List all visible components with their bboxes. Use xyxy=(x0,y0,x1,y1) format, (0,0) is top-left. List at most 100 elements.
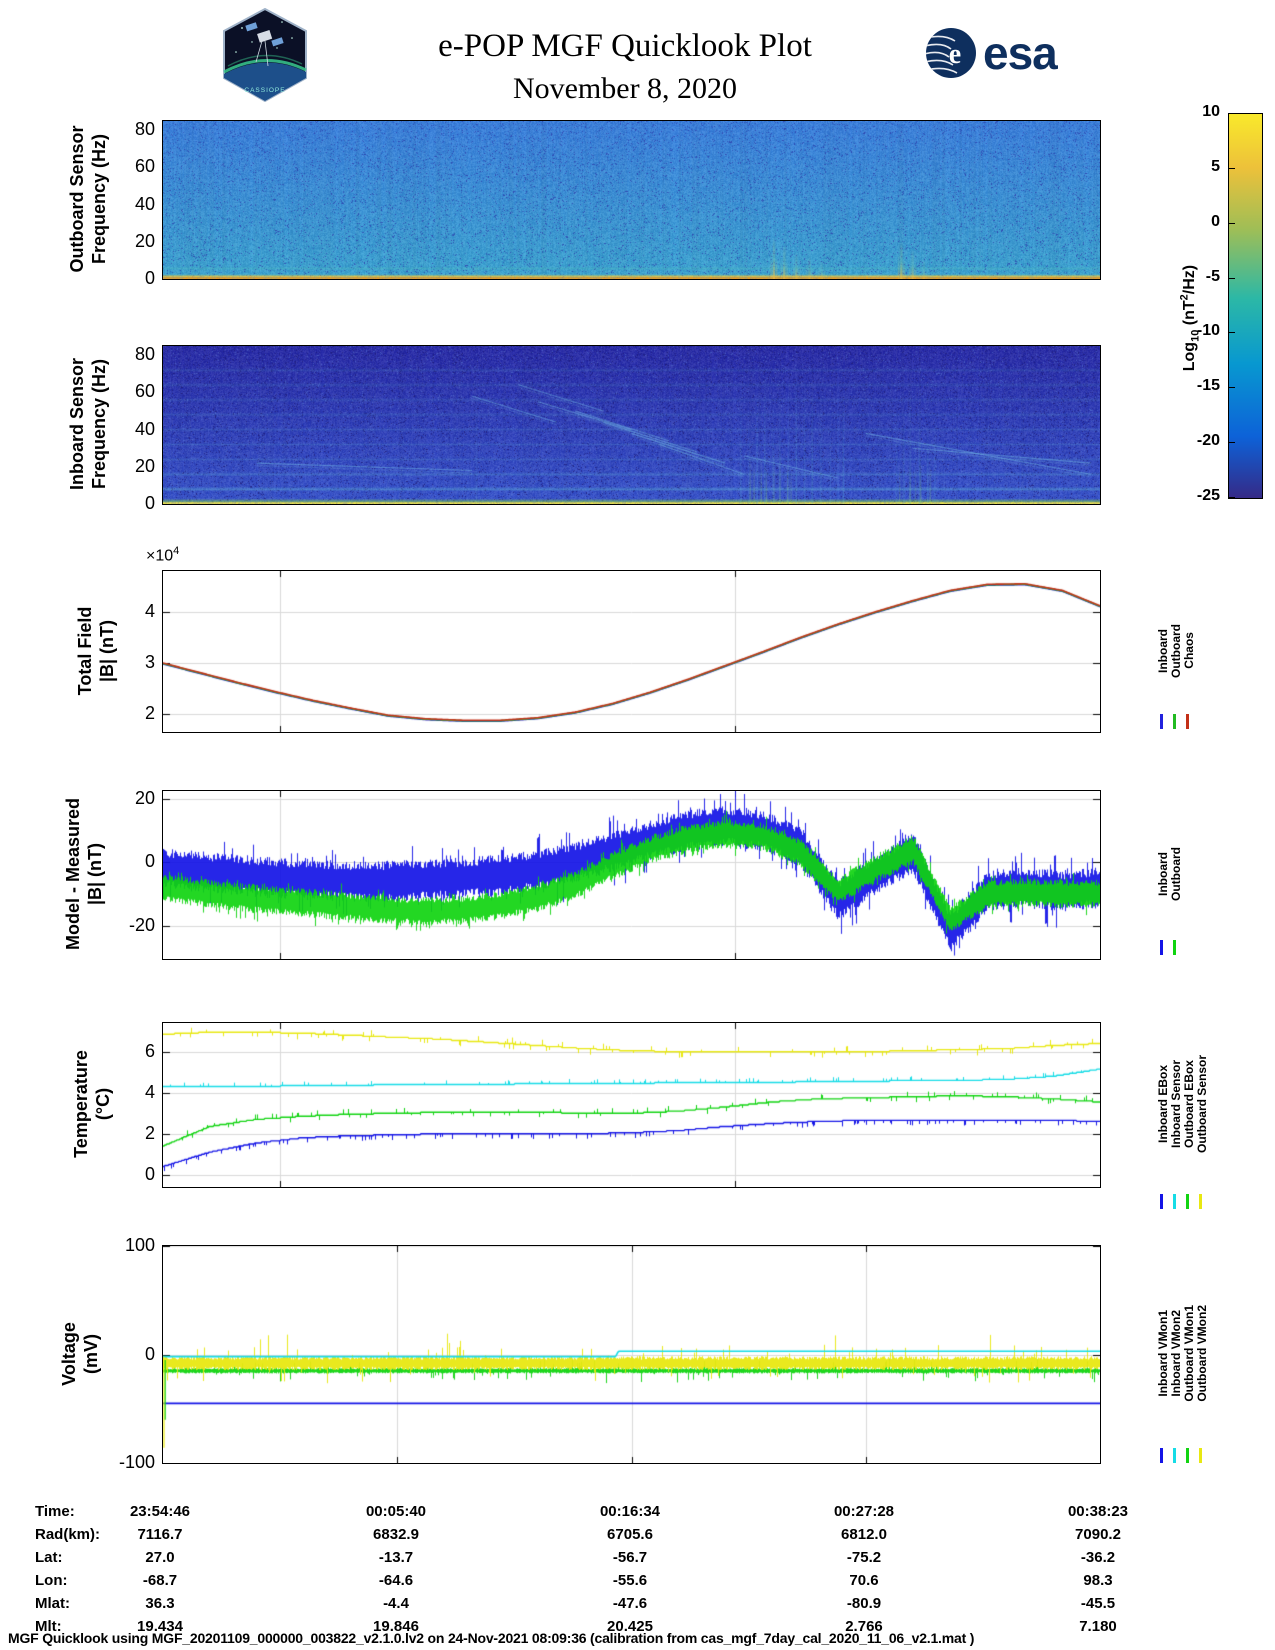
y-tick-label: 80 xyxy=(134,344,155,365)
legend-label-inboard-sensor: Inboard Sensor xyxy=(1169,1059,1183,1148)
exp-base: ×10 xyxy=(146,547,174,565)
table-cell: -55.6 xyxy=(612,1572,648,1589)
total-field-canvas xyxy=(162,570,1101,733)
table-cell: 98.3 xyxy=(1083,1572,1113,1589)
table-cell: -13.7 xyxy=(378,1549,414,1566)
table-cell: -45.5 xyxy=(1080,1595,1116,1612)
table-cell: 6705.6 xyxy=(607,1526,653,1543)
table-cell: -80.9 xyxy=(846,1595,882,1612)
table-row-time: Time: 23:54:46 00:05:40 00:16:34 00:27:28 00:… xyxy=(0,1503,1275,1525)
legend-label-outboard-ebox: Outboard EBox xyxy=(1182,1059,1196,1148)
legend-marker-tick xyxy=(1199,1194,1202,1209)
table-cell: 00:05:40 xyxy=(365,1503,427,1520)
table-cell: 19.434 xyxy=(137,1618,183,1635)
footer-provenance-text: MGF Quicklook using MGF_20201109_000000_… xyxy=(8,1630,975,1646)
colorbar-tick-label: -15 xyxy=(1196,377,1220,395)
row-label: Time: xyxy=(35,1503,75,1520)
legend-label-inboard-vmon1: Inboard VMon1 xyxy=(1156,1310,1170,1397)
table-row-lat: Lat: 27.0 -13.7 -56.7 -75.2 -36.2 xyxy=(0,1549,1275,1571)
colorbar-tick-label: 0 xyxy=(1211,212,1220,230)
y-tick-label: 4 xyxy=(144,600,155,621)
model-minus-measured-legend-markers xyxy=(1160,940,1186,955)
svg-text:e: e xyxy=(949,39,961,70)
y-tick-label: 3 xyxy=(144,652,155,672)
y-tick-label: 40 xyxy=(134,418,155,439)
temperature-canvas xyxy=(162,1022,1101,1188)
colorbar-tick-mark xyxy=(1229,277,1235,279)
y-tick-label: 80 xyxy=(134,119,155,140)
colorbar-tick-mark xyxy=(1229,222,1235,224)
legend-label-inboard: Inboard xyxy=(1156,852,1170,896)
table-cell: 7116.7 xyxy=(137,1526,183,1543)
row-label: Mlat: xyxy=(35,1595,70,1612)
legend-label-outboard-vmon2: Outboard VMon2 xyxy=(1195,1305,1209,1402)
table-cell: -64.6 xyxy=(378,1572,414,1589)
table-cell: -56.7 xyxy=(612,1549,648,1566)
y-tick-label: -20 xyxy=(128,914,155,935)
table-cell: 27.0 xyxy=(145,1549,175,1566)
y-tick-label: 6 xyxy=(144,1040,155,1061)
colorbar-gradient xyxy=(1228,113,1263,499)
cassiope-patch-graphic: CASSIOPE xyxy=(223,7,307,103)
y-tick-label: 60 xyxy=(134,381,155,402)
colorbar-tick-mark xyxy=(1229,332,1235,334)
model-minus-measured-legend: Inboard Outboard xyxy=(1156,790,1183,958)
legend-marker-tick xyxy=(1186,714,1189,729)
table-row-mlt: Mlt: 19.434 19.846 20.425 2.766 7.180 xyxy=(0,1618,1275,1640)
esa-logo: e esa xyxy=(925,27,1058,79)
y-tick-label: 0 xyxy=(144,1343,155,1364)
table-cell: 23:54:46 xyxy=(129,1503,191,1520)
total-field-legend-markers xyxy=(1160,714,1199,729)
colorbar-tick-mark xyxy=(1229,497,1235,498)
y-tick-label: 2 xyxy=(144,1122,155,1143)
colorbar-tick-label: -25 xyxy=(1196,487,1220,504)
legend-label-chaos: Chaos xyxy=(1182,632,1196,669)
row-label: Lon: xyxy=(35,1572,68,1589)
colorbar-tick-mark xyxy=(1229,387,1235,389)
legend-marker-tick xyxy=(1186,1448,1189,1463)
table-row-radkm: Rad(km): 7116.7 6832.9 6705.6 6812.0 7090.2 xyxy=(0,1526,1275,1548)
legend-marker-tick xyxy=(1160,1194,1163,1209)
table-cell: -4.4 xyxy=(383,1595,409,1612)
table-cell: 00:27:28 xyxy=(833,1503,895,1520)
legend-marker-tick xyxy=(1160,714,1163,729)
esa-globe-icon: e xyxy=(926,28,976,78)
table-cell: 6832.9 xyxy=(373,1526,419,1543)
legend-marker-tick xyxy=(1173,1448,1176,1463)
table-cell: 70.6 xyxy=(849,1572,879,1589)
colorbar-tick-mark xyxy=(1229,167,1235,169)
y-tick-label: 100 xyxy=(124,1235,155,1255)
page-date-subtitle: November 8, 2020 xyxy=(512,72,738,105)
esa-wordmark: esa xyxy=(983,27,1058,79)
y-tick-label: 4 xyxy=(144,1081,155,1102)
legend-marker-tick xyxy=(1173,940,1176,955)
cassiope-mission-patch: CASSIOPE xyxy=(222,7,308,107)
colorbar-tick-label: -20 xyxy=(1196,432,1220,450)
total-field-legend: Inboard Outboard Chaos xyxy=(1156,570,1196,731)
model-minus-measured-canvas xyxy=(162,790,1101,960)
legend-label-outboard: Outboard xyxy=(1169,847,1183,901)
row-label: Lat: xyxy=(35,1549,63,1566)
y-tick-label: 20 xyxy=(134,230,155,251)
patch-mission-name: CASSIOPE xyxy=(244,87,285,94)
legend-marker-tick xyxy=(1160,1448,1163,1463)
voltage-legend-markers xyxy=(1160,1448,1212,1463)
legend-label-inboard: Inboard xyxy=(1156,628,1170,673)
inboard-spectrogram-canvas xyxy=(162,345,1101,505)
table-cell: -47.6 xyxy=(612,1595,648,1612)
y-tick-label: 20 xyxy=(134,455,155,476)
table-row-lon: Lon: -68.7 -64.6 -55.6 70.6 98.3 xyxy=(0,1572,1275,1594)
colorbar-tick-label: -10 xyxy=(1196,322,1220,340)
table-cell: 00:38:23 xyxy=(1067,1503,1129,1520)
y-tick-label: 0 xyxy=(144,268,155,288)
legend-marker-tick xyxy=(1173,1194,1176,1209)
y-tick-label: -100 xyxy=(118,1452,155,1472)
legend-label-outboard-sensor: Outboard Sensor xyxy=(1195,1054,1209,1153)
table-cell: 2.766 xyxy=(845,1618,883,1635)
table-cell: 19.846 xyxy=(373,1618,419,1635)
legend-marker-tick xyxy=(1186,1194,1189,1209)
y-axis-exponent-label: ×104 xyxy=(146,545,179,565)
table-cell: 36.3 xyxy=(145,1595,175,1612)
table-cell: 00:16:34 xyxy=(599,1503,661,1520)
